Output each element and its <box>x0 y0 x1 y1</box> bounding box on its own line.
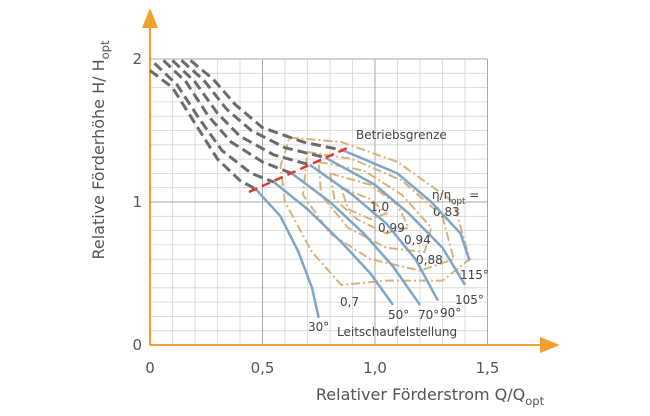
y-axis-arrow <box>142 8 158 28</box>
y-tick-label: 0 <box>132 336 142 354</box>
stable-curve <box>324 156 467 286</box>
y-tick-label: 1 <box>132 193 142 211</box>
efficiency-contour <box>317 160 433 254</box>
unstable-curve <box>180 59 326 160</box>
efficiency-title-sub: opt <box>451 197 466 207</box>
x-axis-label-main: Relativer Förderstrom Q/Q <box>316 385 525 404</box>
stable-curve <box>309 163 440 302</box>
vane-angle-label: 50° <box>388 308 409 322</box>
vane-angle-label: 90° <box>440 306 461 320</box>
vane-angle-label: 70° <box>418 308 439 322</box>
efficiency-label: 1,0 <box>370 200 389 214</box>
efficiency-label: 0,83 <box>433 205 460 219</box>
unstable-curve <box>189 59 344 152</box>
y-axis-label: Relative Förderhöhe H/ Hopt <box>89 40 112 260</box>
x-tick-label: 0 <box>145 359 155 377</box>
y-axis-label-main: Relative Förderhöhe H/ H <box>89 59 108 259</box>
vane-angle-label: 105° <box>455 293 484 307</box>
stable-curve <box>254 188 320 319</box>
efficiency-contour <box>329 172 411 235</box>
y-tick-label: 2 <box>132 50 142 68</box>
efficiency-label: 0,7 <box>340 295 359 309</box>
stable-curve <box>343 149 471 262</box>
unstable-curve <box>153 62 275 184</box>
operating-limit-label: Betriebsgrenze <box>356 128 447 142</box>
x-axis-label-sub: opt <box>525 394 544 408</box>
y-axis-label-sub: opt <box>98 40 112 59</box>
efficiency-title: η/ηopt = <box>432 188 479 207</box>
x-tick-label: 1,5 <box>476 359 500 377</box>
efficiency-label: 0,94 <box>404 233 431 247</box>
stable-curve <box>291 172 422 306</box>
x-tick-label: 1,0 <box>363 359 387 377</box>
efficiency-title-tail: = <box>465 188 479 202</box>
x-axis-label: Relativer Förderstrom Q/Qopt <box>316 385 545 408</box>
unstable-curve <box>149 69 257 191</box>
x-tick-label: 0,5 <box>251 359 275 377</box>
x-axis-arrow <box>540 337 560 353</box>
vane-angle-label: 115° <box>460 268 489 282</box>
vane-angle-label: 30° <box>308 320 329 334</box>
efficiency-contour <box>279 136 471 286</box>
operating-limit <box>248 146 349 194</box>
stable-curve <box>272 181 395 306</box>
efficiency-title-main: η/η <box>432 188 451 202</box>
efficiency-contour <box>301 150 455 272</box>
efficiency-label: 0,88 <box>416 253 443 267</box>
efficiency-contour <box>340 186 389 221</box>
vane-label: Leitschaufelstellung <box>337 325 457 339</box>
unstable-curve <box>162 59 293 175</box>
